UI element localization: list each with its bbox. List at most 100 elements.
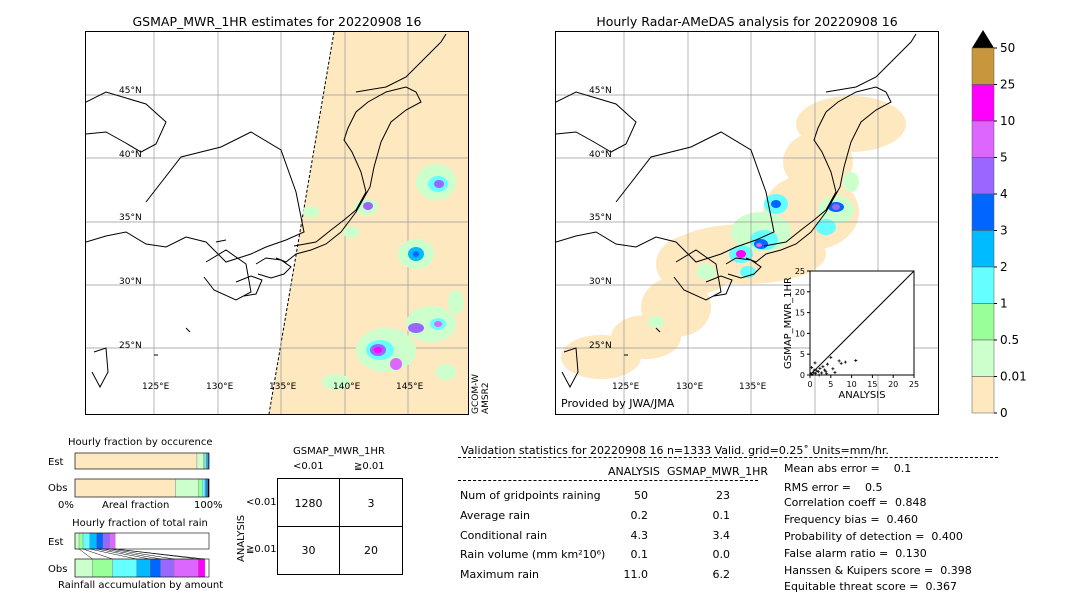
scatter-point	[810, 373, 814, 377]
left-lat-label-45: 45°N	[119, 86, 142, 96]
scatter-point	[839, 361, 843, 365]
stacked-bar-connector	[115, 548, 206, 560]
stacked-bar-segment	[74, 478, 176, 498]
stacked-bar-segment	[204, 478, 207, 498]
stacked-bar-connector	[78, 548, 93, 560]
stacked-bar-segment	[206, 478, 208, 498]
scatter-ytick-label: 10	[795, 329, 805, 338]
rain-fraction-obs-label: Obs	[48, 564, 68, 575]
scatter-xtick-label: 20	[888, 380, 898, 389]
contingency-col-label-lt: <0.01	[293, 461, 324, 472]
stats-header: Validation statistics for 20220908 16 n=…	[461, 444, 889, 457]
left-gridlines	[86, 32, 468, 414]
left-coastlines	[86, 33, 447, 389]
stacked-bar-segment	[102, 532, 111, 550]
stacked-bar-segment	[74, 558, 93, 578]
contingency-row-label-lt: <0.01	[246, 497, 277, 508]
stats-col-gsmap: GSMAP_MWR_1HR	[667, 465, 769, 478]
scatter-point	[837, 359, 841, 363]
occurrence-obs-label: Obs	[48, 483, 68, 494]
colorbar-segment	[971, 230, 995, 268]
score-hanssen-kuipers: Hanssen & Kuipers score = 0.398	[784, 564, 972, 577]
stat-label-1: Average rain	[460, 509, 530, 522]
colorbar-label: 10	[1000, 114, 1015, 128]
scatter-ytick-label: 25	[795, 267, 805, 276]
stat-gsmap-3: 0.0	[712, 548, 731, 561]
colorbar-segment	[971, 84, 995, 122]
scatter-ytick-label: 0	[800, 371, 805, 380]
occurrence-title: Hourly fraction by occurence	[68, 437, 213, 448]
colorbar-label: 3	[1000, 224, 1008, 238]
table-cell-01: 3	[367, 497, 375, 510]
right-lat-label-35: 35°N	[589, 213, 612, 223]
stacked-bar-frame	[74, 452, 210, 470]
occurrence-xtick-100: 100%	[194, 500, 223, 511]
stat-analysis-2: 4.3	[630, 529, 649, 542]
score-frequency-bias: Frequency bias = 0.460	[784, 513, 919, 526]
left-lat-label-40: 40°N	[119, 150, 142, 160]
colorbar-label: 25	[1000, 78, 1015, 92]
colorbar-label: 50	[1000, 41, 1015, 55]
table-cell-10: 30	[301, 544, 316, 557]
scatter-point	[854, 358, 858, 362]
stats-header-divider	[458, 457, 998, 458]
table-cell-00: 1280	[294, 497, 323, 510]
colorbar-segment	[971, 47, 995, 85]
stacked-bar-connector	[96, 548, 151, 560]
scatter-point	[816, 370, 820, 374]
scatter-point	[833, 371, 837, 375]
scatter-point	[815, 369, 819, 373]
right-map-title: Hourly Radar-AMeDAS analysis for 2022090…	[596, 14, 898, 29]
colorbar: 50 25 10 5 4 3 2 1 0.5 0.01 0	[966, 28, 1027, 420]
right-map	[555, 31, 939, 415]
scatter-point	[824, 369, 828, 373]
scatter-ytick-label: 15	[795, 309, 805, 318]
contingency-table: 1280 3 30 20	[277, 478, 403, 575]
left-lon-label-125: 125°E	[142, 382, 170, 392]
rain-fraction-est-label: Est	[48, 537, 64, 548]
scatter-point	[831, 367, 835, 371]
contingency-title: GSMAP_MWR_1HR	[293, 446, 385, 457]
colorbar-segment	[971, 376, 995, 414]
stacked-bar-segment	[92, 558, 113, 578]
stacked-bar-connector	[103, 548, 161, 560]
scatter-point	[843, 360, 847, 364]
stacked-bar-segment	[206, 452, 208, 470]
colorbar-label: 5	[1000, 151, 1008, 165]
right-lat-label-25: 25°N	[589, 341, 612, 351]
colorbar-label: 0.5	[1000, 333, 1019, 347]
stacked-bar-segment	[198, 478, 203, 498]
scatter-point	[810, 366, 814, 370]
stacked-bar-segment	[74, 452, 198, 470]
left-map-title: GSMAP_MWR_1HR estimates for 20220908 16	[132, 14, 422, 29]
stat-analysis-3: 0.1	[630, 548, 649, 561]
score-probability-detection: Probability of detection = 0.400	[784, 530, 963, 543]
stacked-bar-segment	[89, 532, 97, 550]
left-lat-label-35: 35°N	[119, 213, 142, 223]
stacked-bar-segment	[203, 452, 206, 470]
scatter-point	[817, 373, 821, 377]
occurrence-xlabel: Areal fraction	[102, 500, 170, 511]
left-lon-label-145: 145°E	[396, 382, 424, 392]
scatter-point	[813, 371, 817, 375]
stacked-bar-segment	[198, 558, 206, 578]
scatter-plot: 0 5 10 15 20 25 0 5 10 15 20 25 ANALYSIS GSMAP_MWR…	[783, 267, 919, 401]
stat-label-2: Conditional rain	[460, 529, 548, 542]
right-lat-label-40: 40°N	[589, 150, 612, 160]
stat-label-3: Rain volume (mm km²10⁶)	[460, 548, 606, 561]
table-cell-11: 20	[364, 544, 378, 557]
scatter-point	[812, 368, 816, 372]
stacked-bar-segment	[204, 452, 207, 470]
colorbar-label: 0	[1000, 406, 1008, 418]
colorbar-label: 1	[1000, 297, 1008, 311]
diagonal-reference-line	[809, 270, 915, 376]
data-credit: Provided by JWA/JMA	[561, 397, 675, 410]
stacked-bar-connector	[109, 548, 175, 560]
scatter-point	[829, 356, 833, 360]
left-lat-label-30: 30°N	[119, 277, 142, 287]
left-map	[85, 31, 469, 415]
score-false-alarm-ratio: False alarm ratio = 0.130	[784, 547, 927, 560]
colorbar-label: 0.01	[1000, 370, 1026, 384]
scatter-point	[811, 371, 815, 375]
colorbar-segment	[971, 157, 995, 195]
